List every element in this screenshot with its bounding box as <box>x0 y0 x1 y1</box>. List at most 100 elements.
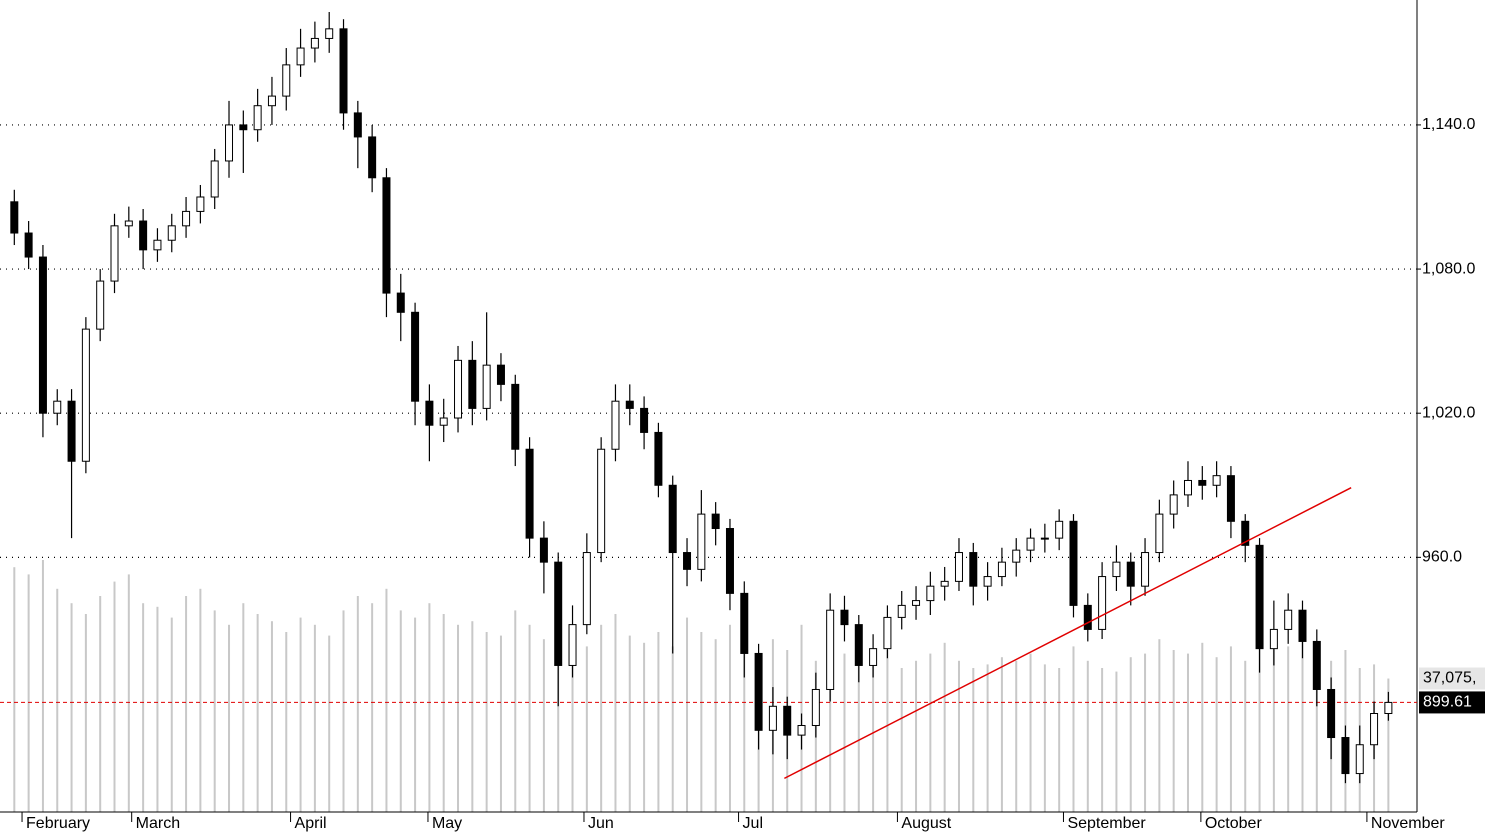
volume-bar <box>557 614 560 812</box>
candle-body <box>783 705 792 736</box>
candle-body <box>282 64 291 97</box>
volume-bar <box>356 596 359 812</box>
candle-body <box>912 600 921 606</box>
volume-bar <box>843 653 846 812</box>
candle-body <box>353 112 362 138</box>
candle-body <box>425 400 434 426</box>
x-tick-label: Jul <box>743 815 763 832</box>
volume-bar <box>872 664 875 812</box>
volume-bar <box>1101 668 1104 812</box>
candle-body <box>983 576 992 587</box>
candle-body <box>1226 475 1235 522</box>
candle-body <box>1384 701 1393 715</box>
candle-body <box>754 652 763 731</box>
volume-bar <box>643 642 646 812</box>
candle-body <box>768 705 777 731</box>
volume-bar <box>686 617 689 812</box>
x-tick-label: Jun <box>588 815 614 832</box>
candle-body <box>954 552 963 582</box>
volume-bar <box>270 621 273 812</box>
volume-bar <box>728 624 731 812</box>
candle-body <box>1112 561 1121 578</box>
candle-body <box>797 725 806 736</box>
candle-body <box>1183 479 1192 496</box>
x-tick-label: March <box>136 815 180 832</box>
candle-body <box>811 688 820 727</box>
x-tick-label: September <box>1067 815 1146 832</box>
candle-body <box>1126 561 1135 587</box>
candle-body <box>711 513 720 530</box>
candle-body <box>210 160 219 198</box>
volume-bar <box>1086 660 1089 812</box>
y-tick-label: 1,080.0 <box>1422 260 1475 277</box>
candle-body <box>926 585 935 602</box>
volume-bar <box>542 639 545 812</box>
volume-bar <box>499 635 502 812</box>
candle-body <box>325 28 334 39</box>
volume-bar <box>1301 639 1304 812</box>
volume-bar <box>657 632 660 812</box>
y-tick-label: 960.0 <box>1422 549 1462 566</box>
candle-body <box>654 431 663 486</box>
candle-body <box>24 232 33 258</box>
trendline <box>784 487 1352 780</box>
candle-body <box>296 47 305 66</box>
volume-bar <box>1229 646 1232 812</box>
candle-body <box>568 624 577 666</box>
volume-bar <box>1043 664 1046 812</box>
volume-bar <box>428 603 431 812</box>
volume-bar <box>41 560 44 812</box>
candle-body <box>496 364 505 385</box>
volume-bar <box>1387 678 1390 812</box>
volume-bar <box>1272 632 1275 812</box>
volume-bar <box>600 624 603 812</box>
candle-body <box>167 225 176 241</box>
candle-body <box>740 592 749 654</box>
candle-body <box>725 528 734 594</box>
candle-body <box>67 400 76 462</box>
volume-bar <box>213 610 216 812</box>
candle-body <box>582 552 591 626</box>
candle-body <box>511 383 520 450</box>
volume-bar <box>1115 671 1118 812</box>
volume-bar <box>915 660 918 812</box>
last-volume-label: 37,075, <box>1423 670 1476 687</box>
candle-body <box>1355 744 1364 775</box>
candle-body <box>883 616 892 650</box>
volume-bar <box>1144 653 1147 812</box>
volume-bar <box>614 614 617 812</box>
last-price-label: 899.61 <box>1423 694 1472 711</box>
volume-bar <box>127 574 130 812</box>
volume-bar <box>170 617 173 812</box>
candle-body <box>1269 628 1278 650</box>
volume-bar <box>1158 639 1161 812</box>
candle-body <box>1055 520 1064 539</box>
candle-body <box>683 552 692 570</box>
volume-bar <box>1015 660 1018 812</box>
volume-bar <box>27 574 30 812</box>
x-tick-label: October <box>1205 815 1263 832</box>
volume-bar <box>528 624 531 812</box>
candle-body <box>1255 544 1264 650</box>
y-tick-label: 1,140.0 <box>1422 116 1475 133</box>
candle-body <box>826 609 835 690</box>
candle-body <box>525 448 534 539</box>
candle-body <box>869 648 878 666</box>
candle-body <box>267 95 276 107</box>
volume-bar <box>857 657 860 812</box>
candle-body <box>468 359 477 409</box>
volume-bar <box>442 614 445 812</box>
candle-body <box>554 561 563 666</box>
volume-bar <box>371 603 374 812</box>
candle-body <box>668 484 677 554</box>
x-tick-label: May <box>432 815 462 832</box>
volume-bar <box>385 588 388 812</box>
volume-bar <box>671 646 674 812</box>
volume-bar <box>185 596 188 812</box>
candle-body <box>439 417 448 426</box>
candle-body <box>697 513 706 570</box>
candle-body <box>1040 537 1049 540</box>
candle-body <box>482 364 491 409</box>
